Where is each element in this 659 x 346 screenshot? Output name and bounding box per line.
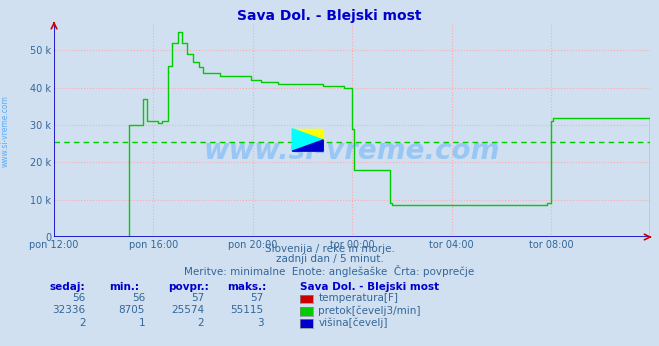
Text: 55115: 55115 <box>231 305 264 315</box>
Text: maks.:: maks.: <box>227 282 267 292</box>
Text: povpr.:: povpr.: <box>168 282 209 292</box>
Polygon shape <box>292 129 324 151</box>
Text: 1: 1 <box>138 318 145 328</box>
Text: Slovenija / reke in morje.: Slovenija / reke in morje. <box>264 244 395 254</box>
Text: 32336: 32336 <box>53 305 86 315</box>
Text: min.:: min.: <box>109 282 139 292</box>
Text: Sava Dol. - Blejski most: Sava Dol. - Blejski most <box>237 9 422 22</box>
Text: 57: 57 <box>191 293 204 303</box>
Text: višina[čevelj]: višina[čevelj] <box>318 318 387 328</box>
Text: pretok[čevelj3/min]: pretok[čevelj3/min] <box>318 305 421 316</box>
Text: temperatura[F]: temperatura[F] <box>318 293 398 303</box>
Polygon shape <box>292 129 324 140</box>
Text: Sava Dol. - Blejski most: Sava Dol. - Blejski most <box>300 282 439 292</box>
Polygon shape <box>292 140 324 151</box>
Text: 25574: 25574 <box>171 305 204 315</box>
Text: zadnji dan / 5 minut.: zadnji dan / 5 minut. <box>275 254 384 264</box>
Text: www.si-vreme.com: www.si-vreme.com <box>1 95 10 167</box>
Text: 2: 2 <box>198 318 204 328</box>
Text: 8705: 8705 <box>119 305 145 315</box>
Text: www.si-vreme.com: www.si-vreme.com <box>204 137 500 165</box>
Text: 56: 56 <box>132 293 145 303</box>
Text: Meritve: minimalne  Enote: anglešaške  Črta: povprečje: Meritve: minimalne Enote: anglešaške Črt… <box>185 265 474 277</box>
Text: 57: 57 <box>250 293 264 303</box>
Text: sedaj:: sedaj: <box>49 282 85 292</box>
Text: 3: 3 <box>257 318 264 328</box>
Text: 2: 2 <box>79 318 86 328</box>
Text: 56: 56 <box>72 293 86 303</box>
